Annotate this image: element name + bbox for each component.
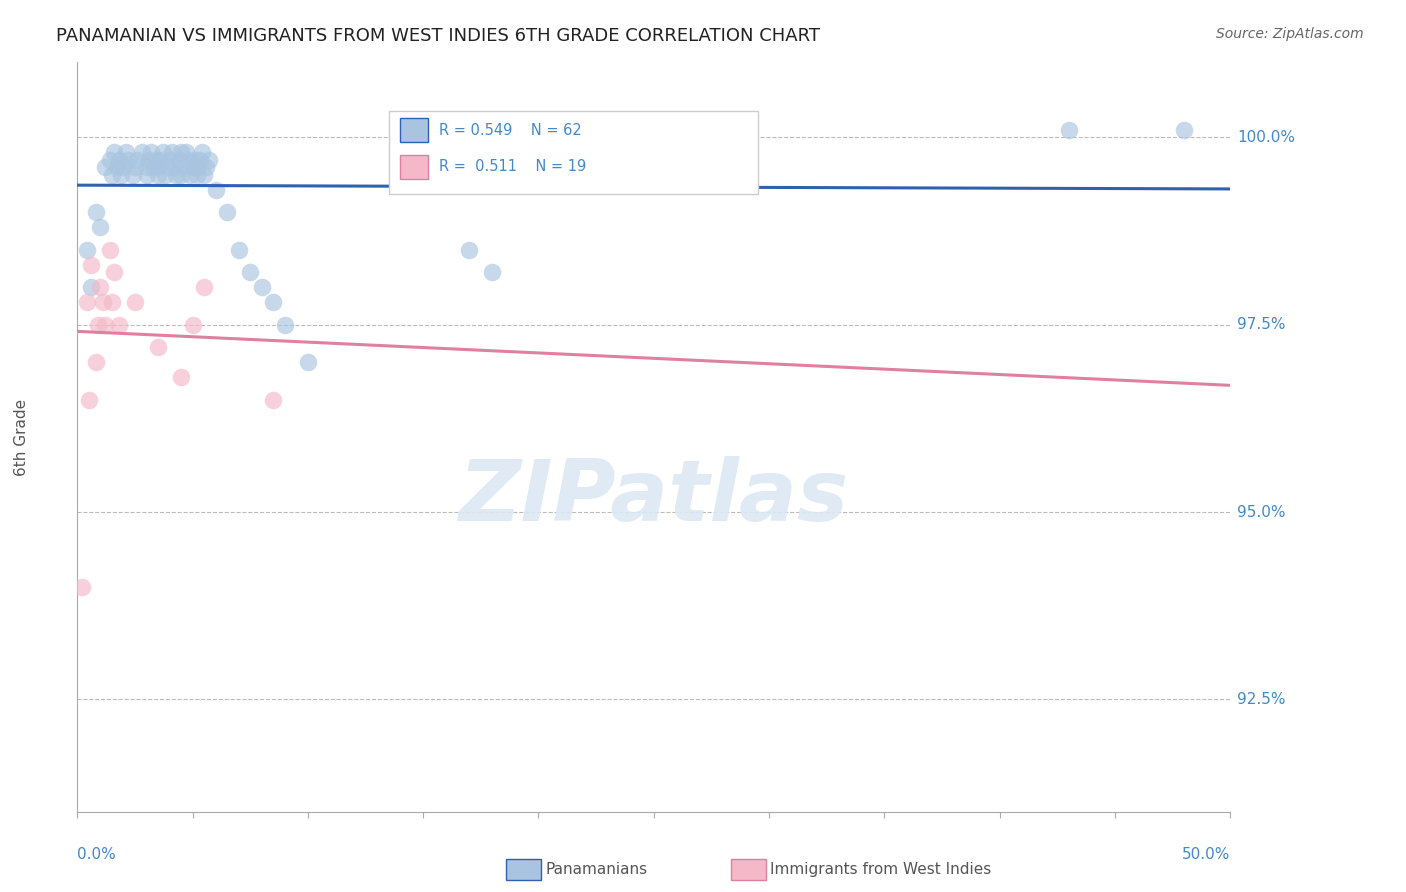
Text: R =  0.511    N = 19: R = 0.511 N = 19 (439, 160, 586, 174)
Point (146, 161, 169, 175)
Point (191, 145, 214, 160)
Point (170, 370, 193, 384)
Point (142, 161, 165, 175)
Point (101, 168, 124, 182)
Point (262, 392, 284, 407)
Point (167, 153, 190, 167)
Point (112, 161, 135, 175)
Point (135, 168, 157, 182)
Text: PANAMANIAN VS IMMIGRANTS FROM WEST INDIES 6TH GRADE CORRELATION CHART: PANAMANIAN VS IMMIGRANTS FROM WEST INDIE… (56, 27, 820, 45)
Point (84, 355, 107, 369)
Point (131, 145, 153, 160)
Point (103, 145, 125, 160)
Text: ZIPatlas: ZIPatlas (458, 456, 849, 539)
Point (181, 161, 204, 175)
Point (458, 243, 481, 257)
Point (262, 295, 284, 310)
Point (193, 168, 215, 182)
Point (124, 161, 146, 175)
Text: 6th Grade: 6th Grade (14, 399, 28, 475)
Point (174, 145, 197, 160)
Point (91, 295, 114, 310)
Point (76, 295, 98, 310)
Point (146, 340, 169, 354)
Text: 0.0%: 0.0% (77, 847, 117, 863)
Point (186, 161, 208, 175)
Point (274, 318, 297, 332)
Point (163, 161, 186, 175)
Point (94, 318, 117, 332)
Point (149, 153, 172, 167)
Point (1057, 123, 1080, 137)
Point (159, 153, 181, 167)
Text: 100.0%: 100.0% (1237, 130, 1295, 145)
Point (108, 153, 131, 167)
Point (84, 205, 107, 219)
Bar (401, 154, 427, 178)
Point (89, 280, 111, 294)
Point (181, 318, 204, 332)
Point (105, 161, 128, 175)
Point (139, 145, 162, 160)
Point (481, 265, 503, 279)
Point (70, 580, 93, 594)
Point (153, 168, 176, 182)
Point (138, 153, 160, 167)
Point (186, 168, 208, 182)
Point (170, 145, 193, 160)
Point (1173, 123, 1195, 137)
Point (228, 243, 250, 257)
Point (108, 318, 131, 332)
Text: Immigrants from West Indies: Immigrants from West Indies (770, 863, 991, 877)
Point (239, 265, 262, 279)
Point (177, 153, 200, 167)
Point (250, 280, 273, 294)
Point (135, 161, 157, 175)
Point (103, 265, 125, 279)
Point (188, 153, 211, 167)
Point (179, 168, 201, 182)
Point (146, 168, 169, 182)
Point (98, 243, 121, 257)
Point (77, 392, 100, 407)
Point (101, 295, 124, 310)
Point (193, 280, 215, 294)
Point (204, 183, 226, 197)
Point (80, 258, 103, 272)
Point (170, 168, 193, 182)
Point (217, 205, 239, 219)
Point (156, 161, 179, 175)
Text: Panamanians: Panamanians (546, 863, 648, 877)
Point (297, 355, 319, 369)
Point (121, 168, 143, 182)
Point (166, 168, 188, 182)
Point (76, 243, 98, 257)
Point (197, 153, 219, 167)
Point (110, 168, 132, 182)
Point (127, 153, 149, 167)
Point (145, 153, 167, 167)
Point (98, 153, 121, 167)
Point (87, 318, 110, 332)
Text: R = 0.549    N = 62: R = 0.549 N = 62 (439, 123, 582, 138)
Point (152, 145, 174, 160)
Point (172, 161, 194, 175)
Point (89, 220, 111, 235)
Point (195, 161, 218, 175)
Point (94, 161, 117, 175)
Point (184, 153, 207, 167)
Point (160, 145, 183, 160)
Text: 92.5%: 92.5% (1237, 692, 1285, 706)
Text: 97.5%: 97.5% (1237, 318, 1285, 332)
Point (114, 145, 136, 160)
Text: 95.0%: 95.0% (1237, 505, 1285, 519)
Point (124, 295, 146, 310)
Bar (401, 119, 427, 143)
Text: 50.0%: 50.0% (1182, 847, 1230, 863)
Bar (388, 112, 758, 194)
Text: Source: ZipAtlas.com: Source: ZipAtlas.com (1216, 27, 1364, 41)
Point (80, 280, 103, 294)
Point (117, 153, 139, 167)
